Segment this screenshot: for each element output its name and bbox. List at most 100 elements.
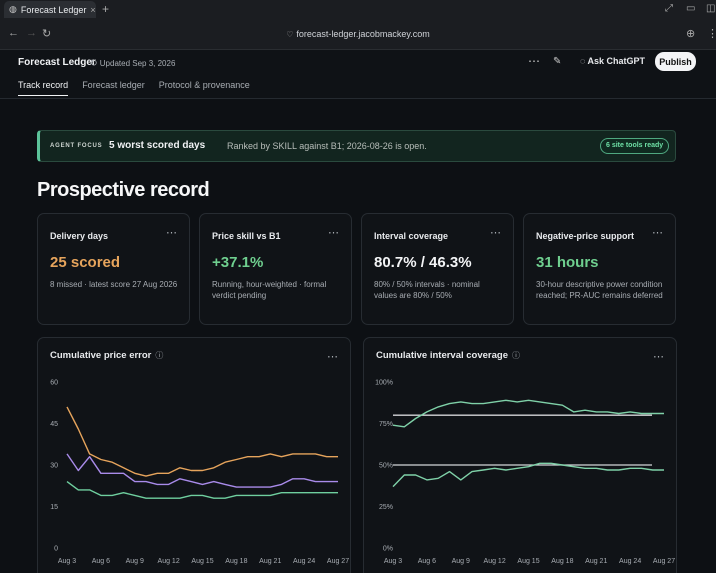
minimize-icon[interactable]: ▭ bbox=[686, 3, 696, 14]
stat-card-delivery-days: Delivery days ⋯ 25 scored 8 missed · lat… bbox=[37, 213, 190, 325]
ask-chatgpt-button[interactable]: ◌ Ask ChatGPT bbox=[580, 56, 645, 66]
back-arrow-icon[interactable]: ← bbox=[8, 27, 19, 39]
series-line bbox=[66, 406, 338, 477]
y-tick-label: 100% bbox=[375, 380, 393, 387]
card-label: Delivery days bbox=[50, 231, 109, 241]
browser-tab-title: Forecast Ledger bbox=[20, 4, 87, 15]
x-tick-label: Aug 6 bbox=[92, 558, 110, 565]
sidebar-icon[interactable]: ◫ bbox=[706, 3, 716, 14]
stat-card-negative-price: Negative-price support ⋯ 31 hours 30-hou… bbox=[523, 213, 676, 325]
ask-chatgpt-label: Ask ChatGPT bbox=[587, 56, 646, 66]
y-tick-label: 0 bbox=[54, 546, 58, 553]
card-more-icon[interactable]: ⋯ bbox=[166, 227, 177, 239]
card-note: 30-hour descriptive power condition reac… bbox=[536, 280, 663, 300]
tab-protocol-provenance[interactable]: Protocol & provenance bbox=[158, 80, 250, 90]
agent-focus-description: Ranked by SKILL against B1; 2026-08-26 i… bbox=[227, 141, 427, 151]
x-tick-label: Aug 27 bbox=[653, 558, 675, 565]
x-tick-label: Aug 12 bbox=[484, 558, 506, 565]
card-note: Running, hour-weighted · formal verdict … bbox=[212, 280, 327, 300]
edit-pencil-icon[interactable]: ✎ bbox=[553, 56, 562, 67]
browser-tab[interactable]: ◍ Forecast Ledger × bbox=[4, 1, 96, 18]
chart-title: Cumulative interval coverage ⓘ bbox=[376, 350, 520, 361]
publish-button[interactable]: Publish bbox=[655, 52, 696, 71]
x-tick-label: Aug 15 bbox=[191, 558, 213, 565]
agent-focus-tag: AGENT FOCUS bbox=[50, 143, 103, 149]
app-header: Forecast Ledger ↻ Updated Sep 3, 2026 ⋯ … bbox=[0, 50, 716, 99]
url-field[interactable]: ♡ forecast-ledger.jacobmackey.com bbox=[0, 29, 716, 39]
y-tick-label: 30 bbox=[50, 463, 58, 470]
y-tick-label: 0% bbox=[383, 546, 393, 553]
card-more-icon[interactable]: ⋯ bbox=[490, 227, 501, 239]
info-icon[interactable]: ⓘ bbox=[512, 351, 520, 360]
updated-text: Updated Sep 3, 2026 bbox=[99, 59, 176, 68]
card-value: 25 scored bbox=[50, 254, 121, 271]
agent-focus-banner[interactable]: AGENT FOCUS 5 worst scored days Ranked b… bbox=[37, 130, 676, 162]
x-tick-label: Aug 18 bbox=[225, 558, 247, 565]
interval-coverage-chart: 0% 25% 50% 75% 100% Aug 3 Aug 6 Aug 9 Aug 12 Aug … bbox=[375, 380, 675, 566]
page-title: Prospective record bbox=[37, 179, 210, 201]
x-tick-label: Aug 6 bbox=[418, 558, 436, 565]
x-tick-label: Aug 18 bbox=[551, 558, 573, 565]
card-value: +37.1% bbox=[212, 254, 264, 271]
chart-title-text: Cumulative price error bbox=[50, 350, 152, 361]
site-tools-badge[interactable]: 6 site tools ready bbox=[600, 138, 670, 154]
card-value: 31 hours bbox=[536, 254, 599, 271]
x-tick-label: Aug 3 bbox=[384, 558, 402, 565]
tab-track-record[interactable]: Track record bbox=[18, 80, 69, 96]
x-tick-label: Aug 3 bbox=[58, 558, 76, 565]
y-tick-label: 45 bbox=[50, 421, 58, 428]
page-tabs: Track record Forecast ledger Protocol & … bbox=[18, 80, 250, 96]
chart-card-interval-coverage: Cumulative interval coverage ⓘ ⋯ 0% 25% 50%… bbox=[363, 337, 677, 573]
price-error-chart: 0 15 30 45 60 Aug 3 Aug 6 Aug 9 Aug 12 Aug 15 Aug … bbox=[50, 380, 349, 566]
y-tick-label: 15 bbox=[50, 504, 58, 511]
card-more-icon[interactable]: ⋯ bbox=[328, 227, 339, 239]
card-note: 8 missed · latest score 27 Aug 2026 bbox=[50, 280, 178, 289]
browser-menu-icon[interactable]: ⋮ bbox=[707, 28, 716, 40]
forward-arrow-icon[interactable]: → bbox=[26, 27, 37, 39]
chart-title-text: Cumulative interval coverage bbox=[376, 350, 508, 361]
info-icon[interactable]: ⓘ bbox=[155, 351, 164, 360]
x-tick-label: Aug 24 bbox=[293, 558, 315, 565]
y-tick-label: 25% bbox=[379, 504, 393, 511]
new-tab-button[interactable]: + bbox=[102, 2, 110, 16]
x-tick-label: Aug 12 bbox=[158, 558, 180, 565]
reload-icon[interactable]: ↻ bbox=[42, 28, 52, 40]
series-line bbox=[392, 399, 664, 428]
chart-card-price-error: Cumulative price error ⓘ ⋯ 0 15 30 45 60 Aug 3… bbox=[37, 337, 351, 573]
card-label: Price skill vs B1 bbox=[212, 231, 281, 241]
address-bar: ← → ↻ ♡ forecast-ledger.jacobmackey.com ⊕… bbox=[0, 19, 716, 50]
stat-card-interval-coverage: Interval coverage ⋯ 80.7% / 46.3% 80% / … bbox=[361, 213, 514, 325]
x-tick-label: Aug 15 bbox=[517, 558, 539, 565]
series-line bbox=[392, 462, 664, 488]
card-more-icon[interactable]: ⋯ bbox=[652, 227, 663, 239]
app-brand[interactable]: Forecast Ledger bbox=[18, 57, 96, 68]
series-line bbox=[66, 481, 338, 499]
download-icon[interactable]: ⊕ bbox=[686, 28, 696, 40]
card-more-icon[interactable]: ⋯ bbox=[327, 351, 338, 363]
tab-close-icon[interactable]: × bbox=[90, 4, 96, 15]
x-tick-label: Aug 9 bbox=[126, 558, 144, 565]
card-label: Interval coverage bbox=[374, 231, 449, 241]
url-text: forecast-ledger.jacobmackey.com bbox=[296, 29, 430, 39]
browser-tab-strip: ◍ Forecast Ledger × + ⤢ ▭ ◫ bbox=[0, 0, 716, 19]
chat-bubble-icon: ◌ bbox=[580, 56, 586, 66]
card-label: Negative-price support bbox=[536, 231, 635, 241]
stat-card-price-skill: Price skill vs B1 ⋯ +37.1% Running, hour… bbox=[199, 213, 352, 325]
card-value: 80.7% / 46.3% bbox=[374, 254, 472, 271]
site-info-icon[interactable]: ♡ bbox=[286, 30, 294, 39]
x-tick-label: Aug 27 bbox=[327, 558, 349, 565]
expand-icon[interactable]: ⤢ bbox=[665, 3, 673, 14]
x-tick-label: Aug 9 bbox=[452, 558, 470, 565]
updated-status: ↻ Updated Sep 3, 2026 bbox=[90, 58, 175, 69]
tab-forecast-ledger[interactable]: Forecast ledger bbox=[82, 80, 145, 90]
more-options-icon[interactable]: ⋯ bbox=[528, 54, 540, 68]
series-line bbox=[66, 453, 338, 488]
card-more-icon[interactable]: ⋯ bbox=[653, 351, 664, 363]
agent-focus-title: 5 worst scored days bbox=[109, 140, 206, 151]
x-tick-label: Aug 24 bbox=[619, 558, 641, 565]
x-tick-label: Aug 21 bbox=[259, 558, 281, 565]
chart-title: Cumulative price error ⓘ bbox=[50, 350, 163, 361]
y-tick-label: 75% bbox=[379, 421, 393, 428]
x-tick-label: Aug 21 bbox=[585, 558, 607, 565]
refresh-icon: ↻ bbox=[90, 58, 98, 68]
